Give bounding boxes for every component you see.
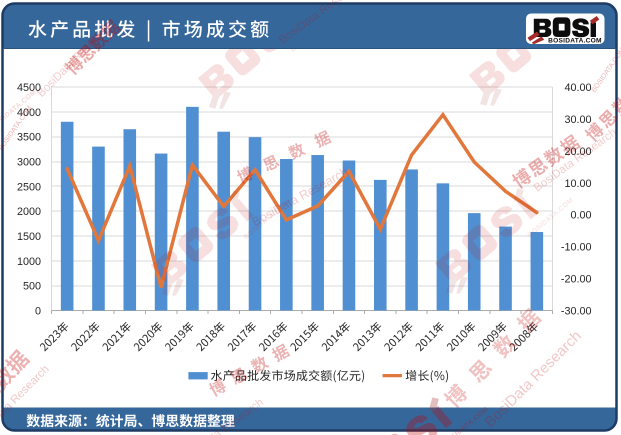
- svg-text:4000: 4000: [17, 107, 41, 119]
- svg-text:2000: 2000: [17, 206, 41, 218]
- svg-text:20.00: 20.00: [564, 146, 591, 158]
- svg-text:1000: 1000: [17, 256, 41, 268]
- svg-text:-30.00: -30.00: [561, 306, 592, 318]
- svg-text:3500: 3500: [17, 132, 41, 144]
- svg-text:1500: 1500: [17, 231, 41, 243]
- svg-text:BOSIDATA.COM: BOSIDATA.COM: [548, 37, 602, 44]
- svg-text:40.00: 40.00: [564, 82, 591, 94]
- svg-text:-20.00: -20.00: [561, 274, 592, 286]
- svg-text:30.00: 30.00: [564, 114, 591, 126]
- svg-text:-10.00: -10.00: [561, 242, 592, 254]
- svg-text:4500: 4500: [17, 82, 41, 94]
- svg-text:10.00: 10.00: [564, 178, 591, 190]
- svg-text:0.00: 0.00: [570, 210, 591, 222]
- svg-text:2500: 2500: [17, 181, 41, 193]
- svg-text:3000: 3000: [17, 157, 41, 169]
- svg-text:500: 500: [23, 281, 41, 293]
- svg-text:0: 0: [35, 306, 41, 318]
